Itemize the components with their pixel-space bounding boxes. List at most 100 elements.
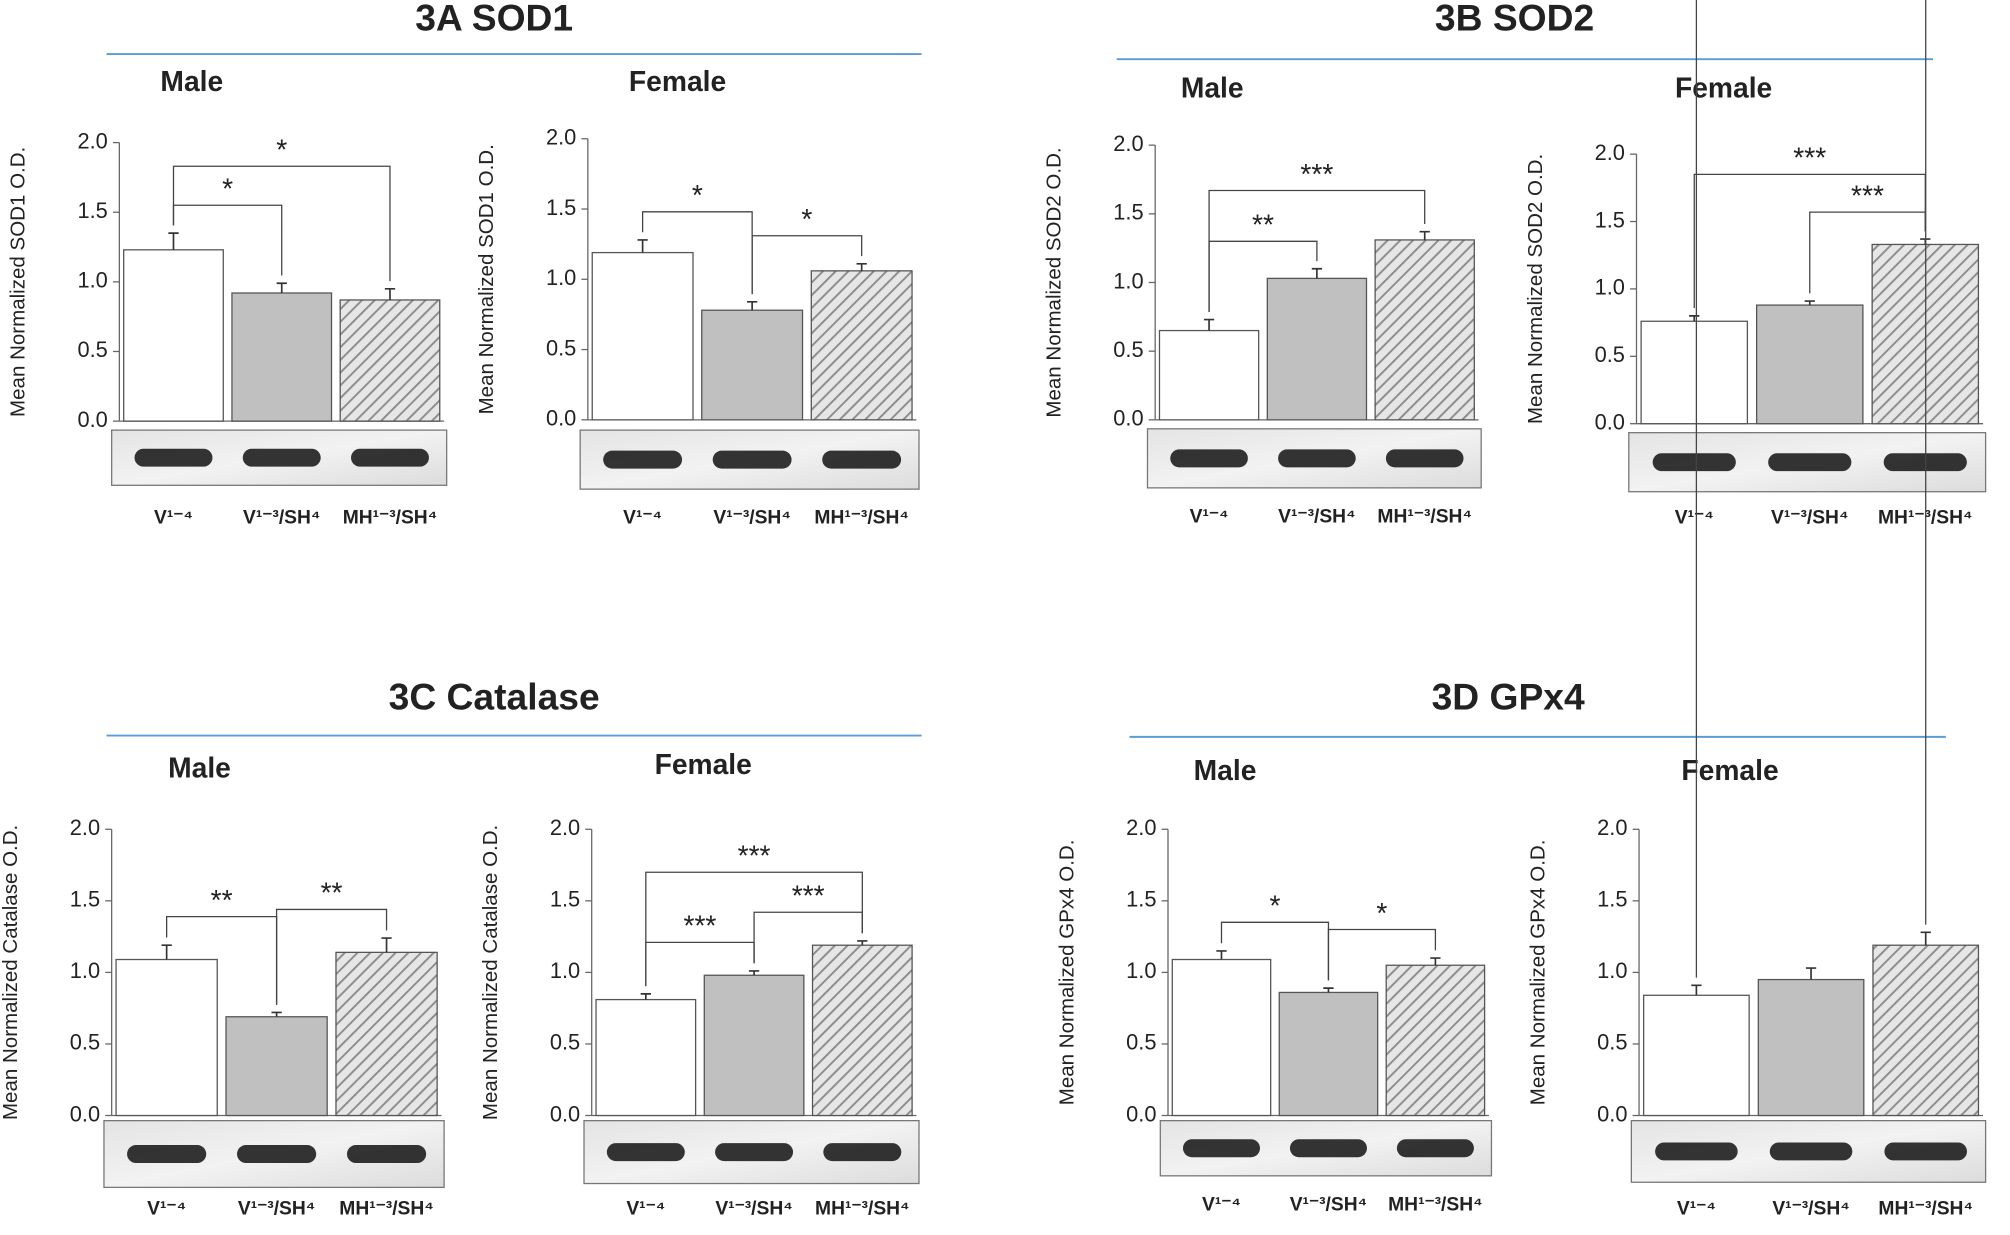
y-tick-label: 1.5 (546, 195, 576, 220)
y-tick-label: 1.5 (550, 887, 580, 912)
error-bar (1419, 230, 1430, 240)
y-tick-label: 0.5 (1113, 337, 1143, 362)
blot-band (1652, 453, 1736, 472)
x-tick-label: MH¹⁻³/SH⁴ (1878, 1198, 1973, 1219)
y-tick-label: 1.5 (1597, 887, 1627, 912)
y-tick-label: 0.0 (1113, 406, 1143, 431)
blot-band (1182, 1139, 1260, 1158)
blot-band (712, 450, 792, 469)
bar (1640, 320, 1749, 425)
subplot-title: Male (1194, 754, 1257, 786)
subplot-title: Female (629, 65, 726, 97)
x-tick-label: V¹⁻⁴ (623, 508, 662, 529)
y-tick-label: 1.5 (1595, 207, 1625, 232)
error-bar (747, 300, 758, 311)
error-bar (1804, 300, 1815, 306)
significance-label: * (1376, 897, 1387, 929)
error-bar (856, 262, 867, 271)
x-tick-label: MH¹⁻³/SH⁴ (339, 1198, 434, 1219)
y-tick-label: 1.5 (78, 198, 108, 223)
blot-band (346, 1145, 427, 1163)
panel-title: 3B SOD2 (1435, 0, 1594, 38)
blot-band (1278, 449, 1356, 468)
error-bar (1805, 967, 1817, 980)
x-tick-label: MH¹⁻³/SH⁴ (1377, 506, 1472, 527)
bar (1385, 964, 1486, 1117)
y-tick-label: 1.5 (1126, 887, 1156, 912)
y-tick-label: 2.0 (70, 815, 100, 840)
y-tick-label: 2.0 (1595, 140, 1625, 165)
y-tick-label: 1.0 (1113, 268, 1143, 293)
blot-band (1769, 1142, 1853, 1161)
panel-title: 3D GPx4 (1432, 675, 1585, 717)
blot-band (1289, 1139, 1367, 1158)
blot-band (1385, 449, 1464, 468)
x-tick-label: V¹⁻³/SH⁴ (1278, 506, 1355, 527)
y-tick-label: 1.0 (1126, 958, 1156, 983)
y-tick-label: 0.0 (78, 407, 108, 432)
x-tick-label: V¹⁻³/SH⁴ (715, 1198, 792, 1219)
bar (1755, 304, 1864, 425)
x-tick-label: MH¹⁻³/SH⁴ (814, 508, 909, 529)
error-bar (276, 282, 287, 293)
bar (1266, 277, 1368, 421)
x-tick-label: MH¹⁻³/SH⁴ (815, 1198, 910, 1219)
y-tick-label: 1.0 (70, 958, 100, 983)
x-tick-label: V¹⁻⁴ (626, 1198, 665, 1219)
bar (1757, 978, 1865, 1117)
significance-label: * (692, 179, 703, 211)
bar (231, 292, 333, 422)
bar (1872, 944, 1980, 1117)
bar (595, 998, 697, 1117)
bar (591, 251, 694, 421)
significance-label: * (222, 173, 233, 205)
error-bar (1216, 950, 1227, 960)
blot-band (1655, 1142, 1738, 1161)
x-tick-label: V¹⁻³/SH⁴ (713, 508, 790, 529)
y-axis-label: Mean Normalized Catalase O.D. (479, 825, 502, 1120)
y-axis-label: Mean Normalized SOD2 O.D. (1524, 154, 1547, 424)
x-tick-label: V¹⁻³/SH⁴ (1772, 1198, 1849, 1219)
y-tick-label: 2.0 (546, 125, 576, 150)
y-tick-label: 0.0 (70, 1101, 100, 1126)
subplot-title: Female (1681, 754, 1778, 786)
subplot-title: Male (160, 65, 223, 97)
y-tick-label: 2.0 (1126, 815, 1156, 840)
blot-band (134, 448, 213, 467)
significance-label: * (276, 134, 287, 166)
y-tick-label: 1.0 (546, 265, 576, 290)
y-tick-label: 1.0 (1597, 958, 1627, 983)
bar (1643, 994, 1750, 1117)
bar (811, 944, 913, 1117)
y-tick-label: 2.0 (1597, 815, 1627, 840)
y-tick-label: 0.5 (78, 337, 108, 362)
blot-band (237, 1145, 317, 1163)
y-tick-label: 2.0 (78, 128, 108, 153)
y-axis-label: Mean Normalized SOD1 O.D. (7, 147, 30, 417)
significance-label: *** (738, 840, 771, 872)
x-tick-label: V¹⁻⁴ (1202, 1194, 1241, 1215)
bar (810, 270, 913, 421)
x-tick-label: V¹⁻⁴ (1675, 508, 1714, 529)
error-bar (1691, 984, 1702, 996)
y-tick-label: 2.0 (1113, 131, 1143, 156)
y-axis-label: Mean Normalized Catalase O.D. (0, 825, 22, 1120)
significance-bracket (1327, 928, 1437, 981)
blot-band (1396, 1139, 1474, 1158)
significance-label: ** (211, 884, 233, 916)
significance-label: *** (1793, 142, 1826, 174)
y-tick-label: 0.5 (550, 1030, 580, 1055)
x-tick-label: MH¹⁻³/SH⁴ (1388, 1194, 1483, 1215)
significance-bracket (1695, 0, 1927, 978)
y-tick-label: 0.0 (546, 406, 576, 431)
bar (1278, 991, 1379, 1117)
subplot-title: Male (1181, 71, 1244, 103)
y-tick-label: 1.0 (550, 958, 580, 983)
bar (1171, 958, 1272, 1117)
error-bar (1323, 987, 1334, 993)
panel-title: 3C Catalase (389, 675, 600, 717)
blot-band (606, 1143, 685, 1162)
bar (1374, 239, 1475, 421)
significance-label: *** (1300, 158, 1333, 190)
y-tick-label: 0.5 (1126, 1030, 1156, 1055)
